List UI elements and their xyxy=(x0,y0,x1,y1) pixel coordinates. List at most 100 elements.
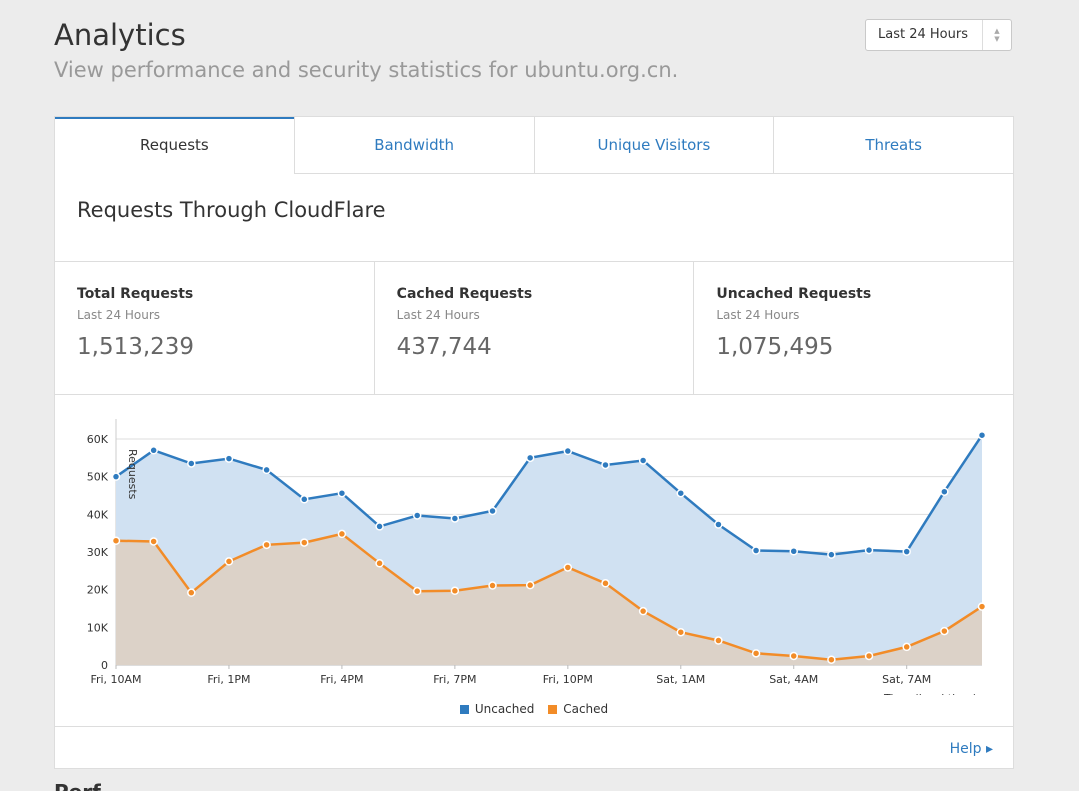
requests-chart-svg: 0 10K 20K 30K 40K 50K 60K Fri, 10AM Fri, 1PM Fri,… xyxy=(87,419,987,695)
stat-value: 437,744 xyxy=(396,334,492,360)
x-tick-label: Fri, 4PM xyxy=(320,673,363,686)
uncached-point xyxy=(940,487,949,496)
stat-title: Uncached Requests xyxy=(716,286,872,302)
select-arrows-icon: ▲ ▼ xyxy=(982,20,1011,50)
legend-label-cached: Cached xyxy=(563,702,609,716)
uncached-point xyxy=(187,459,196,468)
stat-period: Last 24 Hours xyxy=(77,308,161,322)
uncached-point xyxy=(525,453,535,463)
uncached-point xyxy=(224,454,234,463)
x-tick-label: Fri, 1PM xyxy=(207,673,250,686)
legend-label-uncached: Uncached xyxy=(474,702,535,716)
y-axis-title: Requests xyxy=(126,449,139,500)
y-tick-label: 30K xyxy=(87,546,109,559)
stat-value: 1,513,239 xyxy=(77,334,195,360)
uncached-point xyxy=(488,506,497,516)
tab-bandwidth[interactable]: Bandwidth xyxy=(293,117,534,173)
cached-point xyxy=(638,606,648,616)
uncached-point xyxy=(827,550,836,559)
next-section-title: Perf xyxy=(54,780,101,791)
uncached-point xyxy=(450,514,460,523)
tab-unique-visitors[interactable]: Unique Visitors xyxy=(533,117,774,173)
uncached-point xyxy=(977,430,987,440)
cached-point xyxy=(563,563,573,572)
cached-point xyxy=(262,540,271,550)
uncached-point xyxy=(751,546,761,555)
x-tick-label: Fri, 10AM xyxy=(90,673,141,686)
cached-point xyxy=(601,579,610,588)
cached-point xyxy=(375,559,384,568)
time-range-value: Last 24 Hours xyxy=(878,27,968,42)
page-title: Analytics xyxy=(54,18,186,52)
help-row: Help ▸ xyxy=(55,727,1013,771)
y-tick-label: 50K xyxy=(87,471,109,484)
time-range-select[interactable]: Last 24 Hours ▲ ▼ xyxy=(865,19,1012,51)
x-tick-label: Fri, 10PM xyxy=(543,673,593,686)
uncached-point xyxy=(676,488,686,498)
stat-value: 1,075,495 xyxy=(716,334,834,360)
stat-period: Last 24 Hours xyxy=(716,308,800,322)
legend-swatch-uncached xyxy=(459,705,469,714)
uncached-point xyxy=(375,522,384,531)
stat-title: Cached Requests xyxy=(396,286,533,302)
y-tick-label: 20K xyxy=(87,584,109,597)
cached-point xyxy=(412,586,422,596)
cached-point xyxy=(902,642,911,652)
x-tick-label: Sat, 7AM xyxy=(882,673,931,686)
y-tick-label: 10K xyxy=(87,621,109,634)
cached-point xyxy=(149,537,158,546)
uncached-point xyxy=(714,520,723,529)
uncached-point xyxy=(337,488,347,498)
uncached-line xyxy=(115,434,984,556)
tab-requests[interactable]: Requests xyxy=(55,117,294,174)
help-link[interactable]: Help ▸ xyxy=(949,741,993,757)
analytics-card: Requests Bandwidth Unique Visitors Threa… xyxy=(54,116,1014,769)
analytics-tabs: Requests Bandwidth Unique Visitors Threa… xyxy=(55,117,1013,174)
uncached-point xyxy=(864,545,874,555)
stat-cached-requests: Cached Requests Last 24 Hours 437,744 xyxy=(373,262,694,394)
cached-point xyxy=(789,651,798,661)
uncached-point xyxy=(412,511,422,520)
cached-point xyxy=(977,602,987,611)
legend-swatch-cached xyxy=(548,705,558,714)
cached-line xyxy=(115,532,983,661)
x-tick-label: Sat, 4AM xyxy=(769,673,818,686)
cached-point xyxy=(827,655,836,664)
uncached-point xyxy=(902,547,911,556)
cached-point xyxy=(525,580,535,590)
x-tick-label: Sat, 1AM xyxy=(656,673,705,686)
cached-point xyxy=(111,536,121,545)
cached-point xyxy=(676,627,686,637)
y-tick-label: 60K xyxy=(87,433,109,446)
stat-uncached-requests: Uncached Requests Last 24 Hours 1,075,49… xyxy=(693,262,1013,394)
uncached-point xyxy=(601,460,610,470)
stat-total-requests: Total Requests Last 24 Hours 1,513,239 xyxy=(55,262,374,394)
y-tick-label: 0 xyxy=(101,659,108,672)
tab-threats[interactable]: Threats xyxy=(773,117,1013,173)
section-title: Requests Through CloudFlare xyxy=(55,174,1013,262)
cached-point xyxy=(940,626,949,636)
legend-item-uncached[interactable]: Uncached xyxy=(459,702,535,716)
stat-title: Total Requests xyxy=(77,286,194,302)
cached-point xyxy=(187,588,196,597)
cached-area xyxy=(116,533,982,665)
cached-point xyxy=(337,529,347,539)
cached-point xyxy=(864,651,874,661)
cached-point xyxy=(224,557,234,566)
uncached-point xyxy=(789,546,798,556)
uncached-point xyxy=(300,495,309,504)
stat-period: Last 24 Hours xyxy=(396,308,480,322)
legend-item-cached[interactable]: Cached xyxy=(548,702,608,716)
uncached-point xyxy=(563,446,573,456)
uncached-point xyxy=(262,465,271,475)
cached-point xyxy=(488,581,497,590)
uncached-point xyxy=(111,472,121,481)
cached-point xyxy=(450,586,460,596)
uncached-point xyxy=(149,446,158,455)
y-tick-label: 40K xyxy=(87,508,109,521)
cached-point xyxy=(714,636,723,645)
x-axis-title: Time (local time) xyxy=(883,692,977,695)
page-subtitle: View performance and security statistics… xyxy=(54,58,679,82)
cached-point xyxy=(751,649,761,658)
requests-chart: 0 10K 20K 30K 40K 50K 60K Fri, 10AM Fri, 1PM Fri,… xyxy=(55,395,1013,727)
